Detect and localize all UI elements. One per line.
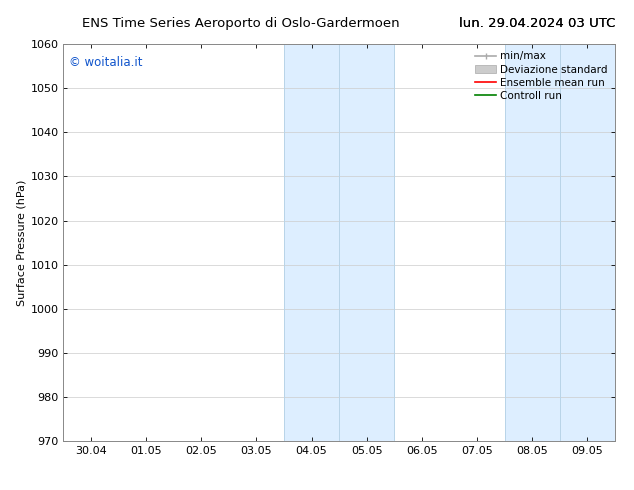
Text: ENS Time Series Aeroporto di Oslo-Gardermoen: ENS Time Series Aeroporto di Oslo-Garder… (82, 17, 400, 30)
Text: lun. 29.04.2024 03 UTC: lun. 29.04.2024 03 UTC (458, 17, 615, 30)
Text: © woitalia.it: © woitalia.it (69, 56, 143, 69)
Legend: min/max, Deviazione standard, Ensemble mean run, Controll run: min/max, Deviazione standard, Ensemble m… (473, 49, 610, 103)
Bar (505, 44, 615, 441)
Y-axis label: Surface Pressure (hPa): Surface Pressure (hPa) (16, 179, 26, 306)
Text: lun. 29.04.2024 03 UTC: lun. 29.04.2024 03 UTC (458, 17, 615, 30)
Bar (284, 44, 394, 441)
